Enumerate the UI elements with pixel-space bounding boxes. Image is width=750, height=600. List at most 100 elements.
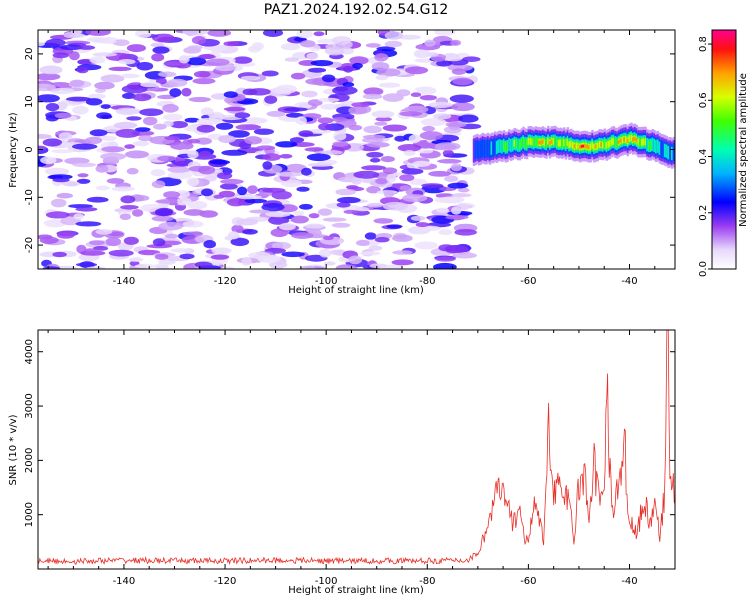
colorbar-gradient [711, 29, 737, 270]
spectrogram-noise-cell [300, 40, 316, 48]
spectrogram-noise-cell [380, 156, 395, 163]
spectrogram-signal-cell [492, 138, 495, 158]
spectrogram-signal-cell [513, 139, 516, 147]
spectrogram-signal-cell [575, 142, 578, 150]
spectrogram-noise-cell [408, 134, 421, 144]
spectrogram-noise-cell [155, 209, 173, 217]
spectrogram-noise-cell [271, 241, 291, 250]
spectrogram-noise-cell [414, 86, 434, 92]
spectrogram-noise-cell [42, 138, 63, 147]
spectrogram-signal-cell [577, 142, 580, 150]
spectrogram-noise-cell [218, 135, 236, 144]
spectrogram-noise-cell [92, 52, 118, 57]
spectrogram-noise-cell [452, 77, 473, 86]
spectrogram-signal-cell [497, 139, 500, 153]
chart-title: PAZ1.2024.192.02.54.G12 [264, 2, 449, 18]
spectrogram-noise-cell [85, 266, 107, 269]
spectrogram-noise-cell [230, 237, 250, 247]
spectrogram-noise-cell [365, 43, 381, 48]
spectrogram-noise-cell [48, 174, 73, 180]
spectrogram-y-tick-label: -20 [24, 237, 35, 253]
spectrogram-y-label: Frequency (Hz) [8, 112, 19, 188]
spectrogram-noise-cell [132, 209, 144, 217]
spectrogram-noise-cell [89, 129, 108, 137]
spectrogram-signal-cell [624, 136, 628, 143]
spectrogram-signal-cell [619, 138, 622, 143]
spectrogram-noise-cell [69, 79, 85, 88]
spectrogram-noise-cell [382, 201, 408, 211]
spectrogram-noise-cell [318, 123, 332, 131]
spectrogram-noise-cell [399, 111, 422, 117]
spectrogram-noise-cell [215, 122, 234, 130]
spectrogram-signal-cell [568, 141, 571, 149]
spectrogram-x-tick-label: -140 [113, 276, 136, 287]
spectrogram-noise-cell [100, 104, 111, 109]
spectrogram-signal-cell [488, 140, 492, 159]
spectrogram-noise-cell [100, 74, 125, 83]
spectrogram-signal-cell [663, 143, 667, 158]
spectrogram-noise-cell [163, 191, 181, 199]
spectrogram-noise-cell [279, 222, 296, 231]
spectrogram-noise-cell [155, 77, 167, 85]
spectrogram-signal-cell [570, 140, 573, 148]
spectrogram-noise-cell [164, 136, 181, 141]
spectrogram-noise-cell [292, 52, 310, 60]
spectrogram-noise-cell [128, 257, 144, 262]
spectrogram-noise-cell [100, 135, 117, 141]
spectrogram-noise-cell [232, 56, 253, 64]
spectrogram-noise-cell [187, 45, 203, 50]
spectrogram-noise-cell [291, 232, 314, 239]
spectrogram-noise-cell [261, 203, 285, 212]
spectrogram-noise-cell [384, 31, 404, 40]
spectrogram-noise-cell [120, 73, 140, 79]
spectrogram-noise-cell [100, 152, 127, 161]
spectrogram-noise-cell [403, 150, 416, 156]
spectrogram-noise-cell [445, 56, 462, 62]
spectrogram-heatmap [38, 30, 675, 269]
spectrogram-noise-cell [194, 261, 213, 268]
spectrogram-y-tick-label: -10 [24, 189, 35, 205]
spectrogram-signal-cell [598, 141, 601, 148]
colorbar-ticks: 0.0 0.2 0.4 0.6 0.8 [698, 36, 712, 277]
spectrogram-x-tick-label: -60 [520, 276, 536, 287]
spectrogram-noise-cell [301, 90, 318, 98]
spectrogram-x-tick-label: -40 [621, 276, 637, 287]
spectrogram-noise-cell [241, 117, 268, 124]
spectrogram-noise-cell [52, 52, 70, 59]
colorbar-tick-label: 0.8 [698, 36, 709, 52]
spectrogram-noise-cell [452, 252, 477, 259]
spectrogram-noise-cell [249, 209, 271, 214]
spectrogram-noise-cell [366, 151, 384, 158]
spectrogram-signal-cell [504, 142, 507, 152]
spectrogram-noise-cell [369, 263, 388, 269]
spectrogram-noise-cell [269, 260, 288, 269]
spectrogram-signal-cell [515, 139, 518, 149]
spectrogram-noise-cell [304, 147, 324, 152]
spectrogram-noise-cell [437, 158, 462, 164]
spectrogram-signal-cell [587, 145, 591, 150]
snr-x-tick-label: -80 [419, 576, 435, 587]
spectrogram-noise-cell [451, 102, 475, 112]
spectrogram-signal-cell [610, 138, 614, 146]
spectrogram-noise-cell [196, 117, 221, 125]
spectrogram-noise-cell [153, 123, 167, 130]
spectrogram-noise-cell [73, 213, 84, 220]
snr-x-tick-label: -140 [113, 576, 136, 587]
spectrogram-noise-cell [351, 102, 370, 108]
snr-x-label: Height of straight line (km) [288, 585, 424, 596]
spectrogram-noise-cell [438, 229, 453, 236]
spectrogram-signal-cell [566, 139, 569, 146]
spectrogram-noise-cell [290, 72, 306, 80]
snr-x-tick-label: -120 [214, 576, 237, 587]
spectrogram-signal-cell [517, 138, 520, 152]
spectrogram-noise-cell [236, 195, 262, 200]
spectrogram-noise-cell [121, 84, 148, 94]
spectrogram-noise-cell [386, 173, 397, 183]
spectrogram-signal-cell [508, 137, 511, 152]
spectrogram-signal-cell [578, 145, 582, 150]
spectrogram-noise-cell [266, 110, 286, 117]
spectrogram-noise-cell [151, 215, 174, 222]
spectrogram-noise-cell [108, 249, 134, 257]
spectrogram-y-tick-label: 0 [24, 146, 35, 152]
spectrogram-signal-cell [665, 144, 668, 158]
